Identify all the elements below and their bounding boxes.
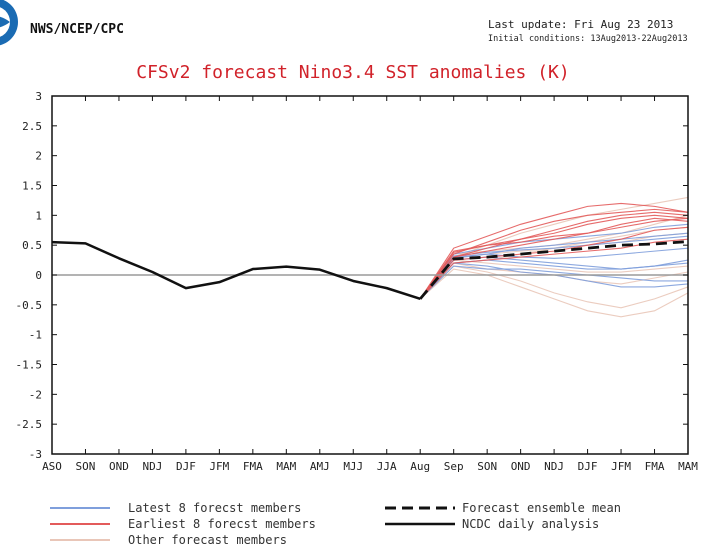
x-tick-label: JFM [611, 460, 631, 473]
initial-conditions: Initial conditions: 13Aug2013-22Aug2013 [488, 34, 688, 44]
y-tick-label: -0.5 [16, 299, 43, 312]
legend-other-label: Other forecast members [128, 533, 287, 547]
x-tick-label: AMJ [310, 460, 330, 473]
earliest-member-line-4 [419, 217, 689, 300]
earliest-member-line-1 [419, 211, 689, 300]
chart-title: CFSv2 forecast Nino3.4 SST anomalies (K) [136, 62, 570, 83]
x-tick-label: DJF [578, 460, 598, 473]
x-tick-label: NDJ [544, 460, 564, 473]
x-tick-label: MAM [678, 460, 698, 473]
y-tick-label: 1 [35, 209, 42, 222]
y-tick-label: -3 [29, 448, 42, 461]
x-tick-label: JJA [377, 460, 397, 473]
legend: Latest 8 forecst members Earliest 8 fore… [50, 501, 621, 547]
y-tick-label: 2.5 [22, 120, 42, 133]
y-tick-label: -1 [29, 329, 42, 342]
latest-member-line-4 [419, 265, 688, 300]
noaa-logo-icon [0, 0, 20, 48]
x-tick-label: SON [76, 460, 96, 473]
latest-member-line-6 [419, 223, 689, 300]
forecast-members [419, 196, 689, 318]
x-tick-label: MJJ [343, 460, 363, 473]
x-tick-label: Aug [410, 460, 430, 473]
x-tick-label: SON [477, 460, 497, 473]
x-tick-label: FMA [645, 460, 665, 473]
y-tick-label: 2 [35, 150, 42, 163]
x-tick-label: JFM [209, 460, 229, 473]
legend-mean-label: Forecast ensemble mean [462, 501, 621, 515]
latest-member-line-5 [419, 247, 689, 300]
latest-member-line-3 [419, 232, 689, 300]
x-tick-label: Sep [444, 460, 464, 473]
other-member-line-5 [419, 259, 689, 300]
x-tick-label: NDJ [142, 460, 162, 473]
x-tick-label: MAM [276, 460, 296, 473]
other-member-line-2 [419, 265, 689, 309]
earliest-member-line-5 [419, 226, 689, 300]
legend-analysis-label: NCDC daily analysis [462, 517, 599, 531]
main-lines [51, 240, 689, 301]
earliest-member-line-6 [419, 202, 689, 300]
earliest-member-line-2 [419, 217, 689, 300]
y-tick-label: 0.5 [22, 239, 42, 252]
y-tick-label: 0 [35, 269, 42, 282]
legend-latest-label: Latest 8 forecst members [128, 501, 301, 515]
ensemble-mean-line [419, 240, 689, 300]
other-member-line-1 [419, 268, 689, 318]
y-tick-label: 3 [35, 90, 42, 103]
analysis-line [51, 240, 421, 301]
earliest-member-line-8 [419, 214, 689, 300]
x-tick-label: OND [109, 460, 129, 473]
latest-member-line-1 [419, 262, 689, 300]
y-tick-label: 1.5 [22, 180, 42, 193]
y-tick-label: -1.5 [16, 359, 43, 372]
legend-earliest-label: Earliest 8 forecst members [128, 517, 316, 531]
x-tick-label: OND [511, 460, 531, 473]
y-tick-label: -2 [29, 388, 42, 401]
agency-label: NWS/NCEP/CPC [30, 22, 124, 37]
x-tick-label: FMA [243, 460, 263, 473]
other-member-line-7 [419, 262, 689, 300]
y-tick-label: -2.5 [16, 418, 43, 431]
last-update: Last update: Fri Aug 23 2013 [488, 18, 674, 31]
x-tick-label: DJF [176, 460, 196, 473]
x-tick-label: ASO [42, 460, 62, 473]
